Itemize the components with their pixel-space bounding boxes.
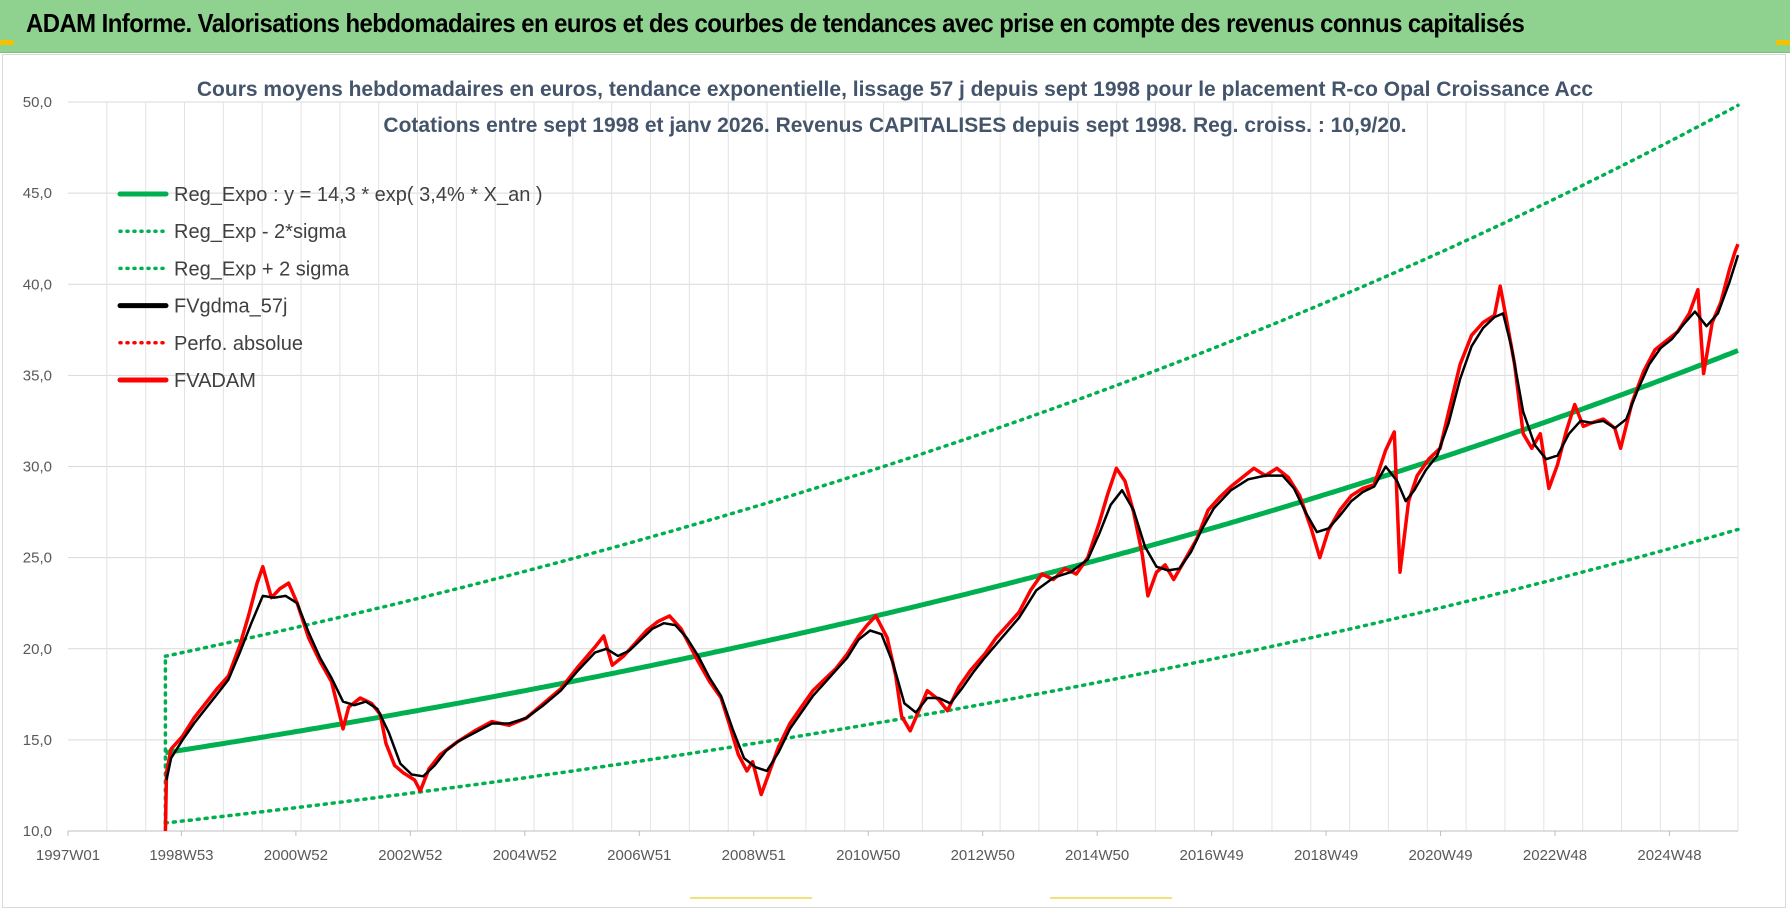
report-title: ADAM Informe. Valorisations hebdomadaire…	[26, 8, 1525, 38]
x-tick-label: 2004W52	[493, 847, 557, 864]
legend-label: Reg_Expo : y = 14,3 * exp( 3,4% * X_an )	[174, 184, 543, 206]
y-tick-label: 45,0	[23, 185, 52, 202]
x-tick-label: 2024W48	[1637, 847, 1701, 864]
legend-label: FVADAM	[174, 370, 256, 392]
bottom-marker-2	[1050, 897, 1172, 899]
y-tick-label: 10,0	[23, 823, 52, 840]
y-axis-tick-labels: 10,0 15,0 20,0 25,0 30,0 35,0 40,0 45,0 50,0	[23, 94, 52, 840]
chart-series	[163, 103, 1740, 832]
y-tick-label: 50,0	[23, 94, 52, 111]
y-tick-label: 15,0	[23, 732, 52, 749]
fvgdma-57j-series-line	[165, 254, 1740, 781]
chart-gridlines	[68, 101, 1739, 832]
legend-label: Perfo. absolue	[174, 333, 303, 355]
x-tick-label: 2018W49	[1294, 847, 1358, 864]
x-tick-label: 2000W52	[264, 847, 328, 864]
bottom-marker-1	[690, 897, 812, 899]
y-tick-label: 25,0	[23, 550, 52, 567]
chart-frame	[2, 54, 1786, 908]
x-tick-label: 2020W49	[1408, 847, 1472, 864]
x-tick-label: 2002W52	[378, 847, 442, 864]
fvadam-series-line	[163, 243, 1740, 832]
x-axis-tick-labels: 1997W01 1998W53 2000W52 2002W52 2004W52 2006W…	[36, 831, 1702, 864]
y-tick-label: 30,0	[23, 459, 52, 476]
y-tick-label: 40,0	[23, 276, 52, 293]
report-header: ADAM Informe. Valorisations hebdomadaire…	[0, 0, 1790, 53]
x-tick-label: 2022W48	[1523, 847, 1587, 864]
x-tick-label: 2014W50	[1065, 847, 1129, 864]
corner-marker-right	[1776, 40, 1790, 45]
legend-label: Reg_Exp + 2 sigma	[174, 258, 350, 280]
y-tick-label: 35,0	[23, 367, 52, 384]
reg-exp-plus-2-sigma-line	[163, 103, 1740, 658]
chart-title-line1: Cours moyens hebdomadaires en euros, ten…	[197, 78, 1594, 101]
x-tick-label: 1997W01	[36, 847, 100, 864]
x-tick-label: 2012W50	[951, 847, 1015, 864]
chart-legend: Reg_Expo : y = 14,3 * exp( 3,4% * X_an )…	[117, 184, 543, 392]
legend-label: Reg_Exp - 2*sigma	[174, 221, 347, 243]
corner-marker-left	[0, 40, 14, 45]
x-tick-label: 2006W51	[607, 847, 671, 864]
x-tick-label: 2010W50	[836, 847, 900, 864]
x-tick-label: 2016W49	[1180, 847, 1244, 864]
legend-label: FVgdma_57j	[174, 296, 287, 318]
reg-exp-minus-2-sigma-line	[163, 527, 1740, 825]
reg-expo-line	[165, 348, 1739, 756]
x-tick-label: 1998W53	[149, 847, 213, 864]
y-tick-label: 20,0	[23, 641, 52, 658]
chart-title-line2: Cotations entre sept 1998 et janv 2026. …	[383, 114, 1406, 137]
x-tick-label: 2008W51	[722, 847, 786, 864]
